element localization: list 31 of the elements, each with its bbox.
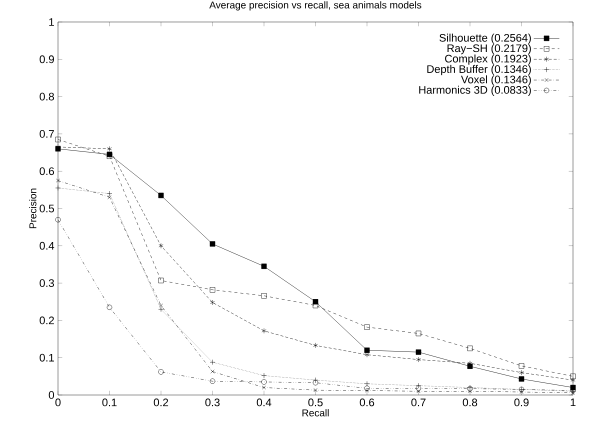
x-tick-label: 0.8 bbox=[462, 398, 478, 406]
y-axis-title: Precision bbox=[29, 188, 36, 228]
y-tick-label: 0.8 bbox=[40, 92, 54, 100]
legend-label: Depth Buffer (0.1346) bbox=[427, 64, 531, 76]
y-tick-label: 0.9 bbox=[40, 55, 54, 64]
legend-label: Silhouette (0.2564) bbox=[440, 34, 531, 44]
chart-title: Average precision vs recall, sea animals models bbox=[209, 1, 422, 10]
x-tick-label: 0.6 bbox=[360, 398, 374, 406]
x-tick-label: 0.3 bbox=[205, 398, 220, 406]
y-tick-label: 1 bbox=[49, 18, 54, 26]
x-tick-label: 0.1 bbox=[102, 398, 117, 406]
x-tick-label: 0.2 bbox=[154, 398, 168, 406]
y-tick-label: 0.7 bbox=[40, 130, 54, 138]
y-tick-label: 0.4 bbox=[40, 242, 54, 250]
legend-label: Voxel (0.1346) bbox=[460, 75, 531, 86]
legend-label: Harmonics 3D (0.0833) bbox=[419, 86, 531, 96]
legend-label: Ray−SH (0.2179) bbox=[448, 44, 531, 54]
x-axis-title: Recall bbox=[302, 409, 329, 416]
x-tick-label: 0.7 bbox=[411, 398, 426, 406]
x-tick-label: 0 bbox=[55, 398, 61, 406]
x-tick-label: 0.4 bbox=[256, 398, 272, 406]
y-tick-label: 0.1 bbox=[40, 354, 54, 362]
legend-label: Complex (0.1923) bbox=[445, 54, 531, 65]
y-tick-label: 0.6 bbox=[40, 167, 54, 176]
y-tick-label: 0 bbox=[48, 391, 54, 399]
x-tick-label: 0.5 bbox=[308, 398, 323, 406]
y-tick-label: 0.5 bbox=[40, 204, 54, 212]
y-tick-label: 0.2 bbox=[40, 316, 54, 324]
y-tick-label: 0.3 bbox=[40, 279, 54, 287]
x-tick-label: 0.9 bbox=[514, 398, 529, 406]
x-tick-label: 1 bbox=[570, 398, 576, 406]
